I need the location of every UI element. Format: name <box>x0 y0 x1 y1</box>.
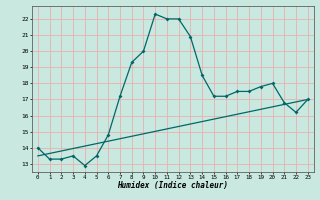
X-axis label: Humidex (Indice chaleur): Humidex (Indice chaleur) <box>117 181 228 190</box>
